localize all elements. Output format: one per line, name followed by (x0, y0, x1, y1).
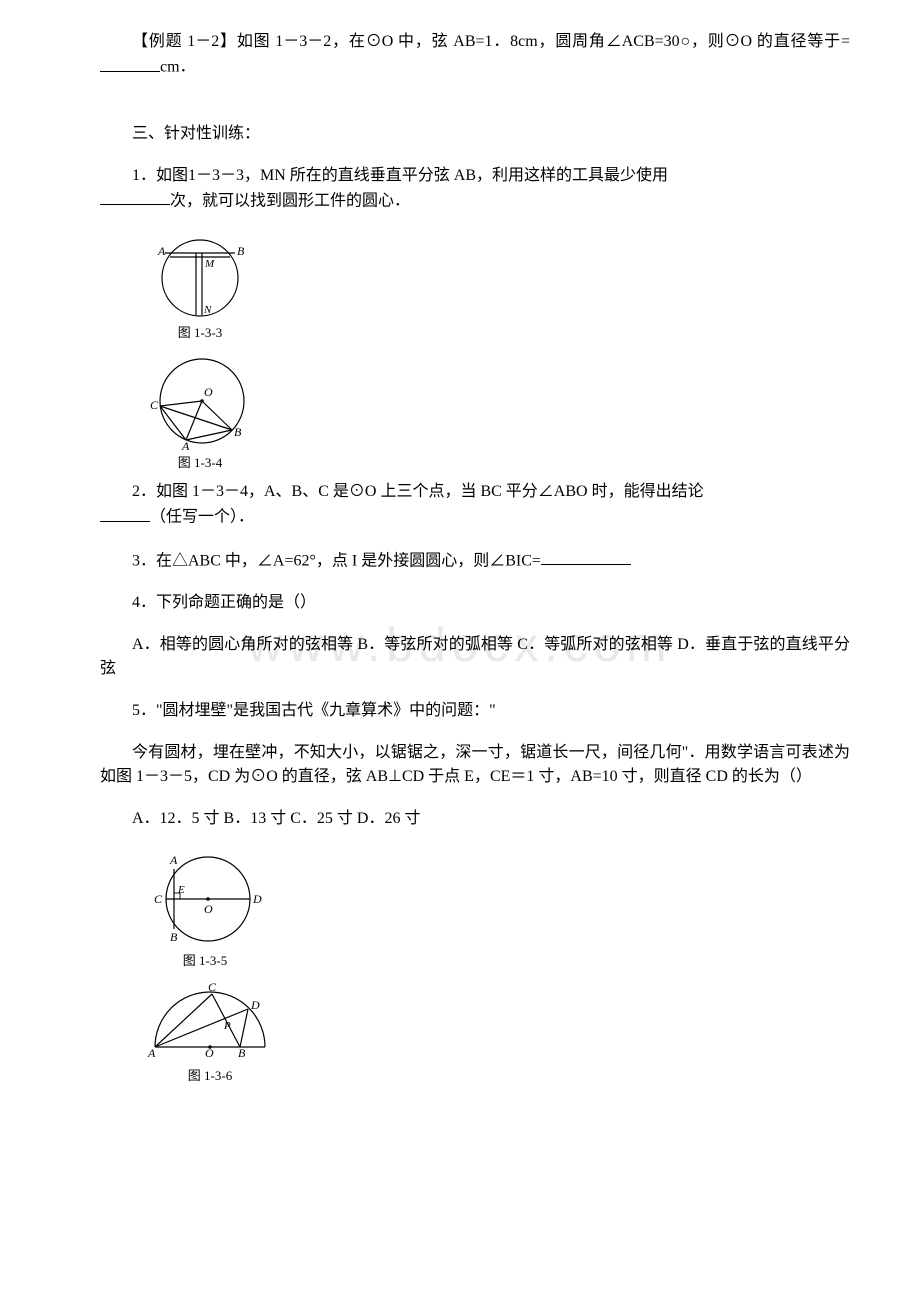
fig136-label-a: A (147, 1046, 156, 1060)
question-2: 2．如图 1－3－4，A、B、C 是⊙O 上三个点，当 BC 平分∠ABO 时，… (100, 480, 850, 530)
example-text: 【例题 1－2】如图 1－3－2，在⊙O 中，弦 AB=1．8cm，圆周角∠AC… (132, 33, 850, 50)
fig135-label-o: O (204, 902, 213, 916)
fig136-label-c: C (208, 980, 217, 994)
question-4-options: A．相等的圆心角所对的弦相等 B．等弦所对的弧相等 C．等弧所对的弦相等 D．垂… (100, 633, 850, 681)
fig135-label-d: D (252, 892, 262, 906)
q2-text-a: 2．如图 1－3－4，A、B、C 是⊙O 上三个点，当 BC 平分∠ABO 时，… (132, 483, 704, 500)
question-5-options: A．12．5 寸 B．13 寸 C．25 寸 D．26 寸 (100, 807, 850, 831)
fig134-label-b: B (234, 425, 242, 439)
question-5-body: 今有圆材，埋在壁冲，不知大小，以锯锯之，深一寸，锯道长一尺，间径几何"．用数学语… (100, 741, 850, 789)
fig135-caption: 图 1-3-5 (140, 951, 270, 971)
fig135-svg: A B C D E O (140, 849, 270, 949)
q1-text-b: 次，就可以找到圆形工件的圆心． (170, 192, 410, 209)
blank-q3 (541, 548, 631, 566)
fig133-label-n: N (203, 304, 212, 316)
figure-1-3-5: A B C D E O 图 1-3-5 (140, 849, 850, 971)
question-3: 3．在△ABC 中，∠A=62°，点 I 是外接圆圆心，则∠BIC= (100, 548, 850, 574)
fig133-label-b: B (237, 244, 245, 258)
fig135-label-e: E (177, 884, 185, 896)
fig136-label-d: D (250, 998, 260, 1012)
document-content: 【例题 1－2】如图 1－3－2，在⊙O 中，弦 AB=1．8cm，圆周角∠AC… (100, 30, 850, 1085)
fig135-label-c: C (154, 892, 163, 906)
example-1-2: 【例题 1－2】如图 1－3－2，在⊙O 中，弦 AB=1．8cm，圆周角∠AC… (100, 30, 850, 80)
q2-text-b: （任写一个）． (150, 509, 254, 526)
unit-cm: cm． (160, 59, 196, 76)
fig133-caption: 图 1-3-3 (140, 323, 260, 343)
q1-text-a: 1．如图1－3－3，MN 所在的直线垂直平分弦 AB，利用这样的工具最少使用 (132, 167, 668, 184)
fig136-label-p: P (223, 1020, 231, 1032)
fig133-label-m: M (204, 258, 215, 270)
fig136-label-b: B (238, 1046, 246, 1060)
fig134-caption: 图 1-3-4 (140, 453, 260, 473)
fig134-label-c: C (150, 398, 159, 412)
figure-1-3-4: O C A B 图 1-3-4 (140, 351, 850, 473)
fig134-svg: O C A B (140, 351, 260, 451)
blank-q1 (100, 188, 170, 206)
fig136-caption: 图 1-3-6 (140, 1066, 280, 1086)
question-4: 4．下列命题正确的是（） (100, 591, 850, 615)
fig136-label-o: O (205, 1046, 214, 1060)
fig136-svg: A B C D O P (140, 979, 280, 1064)
question-1: 1．如图1－3－3，MN 所在的直线垂直平分弦 AB，利用这样的工具最少使用 次… (100, 164, 850, 214)
fig135-label-b: B (170, 930, 178, 944)
blank-diameter (100, 54, 160, 72)
fig134-label-o: O (204, 385, 213, 399)
figure-1-3-3: A B M N 图 1-3-3 (140, 231, 850, 343)
section-heading: 三、针对性训练： (100, 122, 850, 146)
fig134-label-a: A (181, 439, 190, 451)
fig133-label-a: A (157, 244, 166, 258)
question-5-intro: 5．"圆材埋壁"是我国古代《九章算术》中的问题：" (100, 699, 850, 723)
fig135-label-a: A (169, 853, 178, 867)
q3-text: 3．在△ABC 中，∠A=62°，点 I 是外接圆圆心，则∠BIC= (132, 552, 541, 569)
figure-1-3-6: A B C D O P 图 1-3-6 (140, 979, 850, 1086)
blank-q2 (100, 504, 150, 522)
fig133-svg: A B M N (140, 231, 260, 321)
